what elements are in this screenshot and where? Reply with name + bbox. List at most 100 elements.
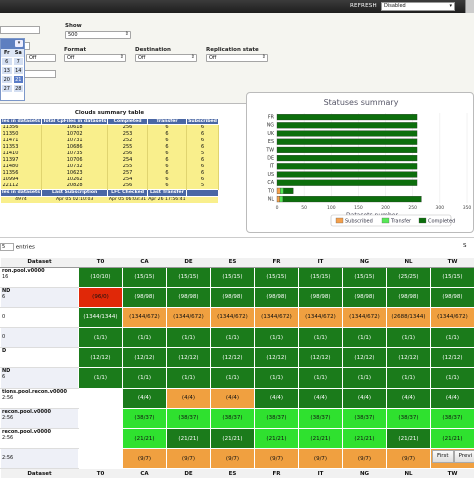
status-cell[interactable]: (38/37): [299, 408, 343, 428]
status-cell[interactable]: (9/7): [255, 449, 299, 469]
left-select[interactable]: Off: [26, 54, 56, 62]
status-cell[interactable]: (1/1): [387, 328, 431, 348]
bar-completed[interactable]: [277, 114, 417, 120]
status-cell[interactable]: (21/21): [431, 429, 474, 449]
col-header-dataset[interactable]: Dataset: [1, 258, 79, 267]
col-header-tw[interactable]: TW: [431, 258, 474, 267]
col-header-de[interactable]: DE: [167, 258, 211, 267]
calendar-day-selected[interactable]: 21: [13, 75, 25, 84]
status-cell[interactable]: (38/37): [387, 408, 431, 428]
status-cell[interactable]: (12/12): [123, 348, 167, 368]
col-header-es[interactable]: ES: [211, 258, 255, 267]
status-cell[interactable]: (9/7): [299, 449, 343, 469]
status-cell[interactable]: (1344/672): [167, 307, 211, 327]
scrollbar-up[interactable]: [465, 0, 474, 13]
bar-transfer[interactable]: [280, 196, 283, 202]
bar-completed[interactable]: [277, 155, 417, 161]
bar-completed[interactable]: [277, 180, 417, 186]
status-cell[interactable]: (12/12): [79, 348, 123, 368]
status-cell[interactable]: (98/98): [431, 287, 474, 307]
status-cell[interactable]: (15/15): [167, 267, 211, 287]
calendar-day[interactable]: 28: [13, 84, 25, 93]
calendar-day[interactable]: 13: [1, 66, 13, 75]
bar-completed[interactable]: [284, 188, 294, 194]
status-cell[interactable]: (9/7): [167, 449, 211, 469]
status-cell[interactable]: (12/12): [211, 348, 255, 368]
col-header-nl[interactable]: NL: [387, 258, 431, 267]
status-cell[interactable]: (9/7): [123, 449, 167, 469]
status-cell[interactable]: (1/1): [167, 368, 211, 388]
destination-select[interactable]: Off⇕: [135, 54, 197, 62]
bar-completed[interactable]: [277, 147, 417, 153]
status-cell[interactable]: (15/15): [123, 267, 167, 287]
dataset-cell[interactable]: 2:56: [1, 449, 79, 469]
col-header-fr[interactable]: FR: [255, 258, 299, 267]
status-cell[interactable]: (1/1): [255, 368, 299, 388]
status-cell[interactable]: (98/98): [211, 287, 255, 307]
status-cell[interactable]: (4/4): [343, 388, 387, 408]
status-cell[interactable]: (38/37): [167, 408, 211, 428]
status-cell[interactable]: (4/4): [123, 388, 167, 408]
dataset-cell[interactable]: D: [1, 348, 79, 368]
status-cell[interactable]: (1/1): [79, 328, 123, 348]
status-cell[interactable]: (98/98): [343, 287, 387, 307]
status-cell[interactable]: (1344/672): [255, 307, 299, 327]
status-cell[interactable]: [79, 408, 123, 428]
status-cell[interactable]: (1344/672): [431, 307, 474, 327]
status-cell[interactable]: (38/37): [211, 408, 255, 428]
status-cell[interactable]: (1/1): [79, 368, 123, 388]
calendar-day[interactable]: 14: [13, 66, 25, 75]
replication-select[interactable]: Off⇕: [206, 54, 268, 62]
status-cell[interactable]: [79, 449, 123, 469]
status-cell[interactable]: (38/37): [255, 408, 299, 428]
status-cell[interactable]: (38/37): [343, 408, 387, 428]
dataset-cell[interactable]: 0: [1, 328, 79, 348]
calendar-day[interactable]: 20: [1, 75, 13, 84]
legend-label[interactable]: Transfer: [390, 219, 412, 225]
refresh-select[interactable]: Disabled▾: [381, 2, 455, 11]
status-cell[interactable]: (98/98): [255, 287, 299, 307]
status-cell[interactable]: (1/1): [123, 368, 167, 388]
calendar-next-icon[interactable]: ▾: [15, 40, 23, 47]
previous-page-button[interactable]: Previ: [454, 450, 474, 463]
status-cell[interactable]: (96/0): [79, 287, 123, 307]
status-cell[interactable]: (38/37): [431, 408, 474, 428]
status-cell[interactable]: (4/4): [299, 388, 343, 408]
status-cell[interactable]: (12/12): [299, 348, 343, 368]
status-cell[interactable]: (1344/672): [343, 307, 387, 327]
text-filter-input[interactable]: [0, 26, 40, 34]
first-page-button[interactable]: First: [432, 450, 454, 463]
status-cell[interactable]: (12/12): [387, 348, 431, 368]
status-cell[interactable]: (1/1): [343, 368, 387, 388]
legend-label[interactable]: Completed: [428, 219, 455, 225]
calendar-day[interactable]: 27: [1, 84, 13, 93]
status-cell[interactable]: (98/98): [299, 287, 343, 307]
bar-completed[interactable]: [277, 172, 417, 178]
entries-select[interactable]: 5: [0, 243, 14, 251]
status-cell[interactable]: (1/1): [299, 368, 343, 388]
dataset-name[interactable]: ron.pool.v0000: [2, 268, 45, 274]
status-cell[interactable]: (21/21): [167, 429, 211, 449]
col-header[interactable]: Completed: [108, 118, 147, 125]
calendar-day[interactable]: 7: [13, 57, 25, 66]
dataset-cell[interactable]: 0: [1, 307, 79, 327]
status-cell[interactable]: (1/1): [387, 368, 431, 388]
dataset-name[interactable]: D: [2, 348, 6, 354]
status-cell[interactable]: (12/12): [255, 348, 299, 368]
status-cell[interactable]: (25/25): [387, 267, 431, 287]
status-cell[interactable]: (4/4): [255, 388, 299, 408]
status-cell[interactable]: (4/4): [167, 388, 211, 408]
status-cell[interactable]: (9/7): [387, 449, 431, 469]
col-header[interactable]: Total CpFiles in datasets: [41, 118, 107, 125]
col-header[interactable]: Subscribed: [187, 118, 219, 125]
bar-transfer[interactable]: [280, 188, 283, 194]
col-header-it[interactable]: IT: [299, 258, 343, 267]
status-cell[interactable]: (98/98): [167, 287, 211, 307]
status-cell[interactable]: [79, 388, 123, 408]
show-select[interactable]: 500⇕: [65, 31, 131, 39]
status-cell[interactable]: (4/4): [431, 388, 474, 408]
